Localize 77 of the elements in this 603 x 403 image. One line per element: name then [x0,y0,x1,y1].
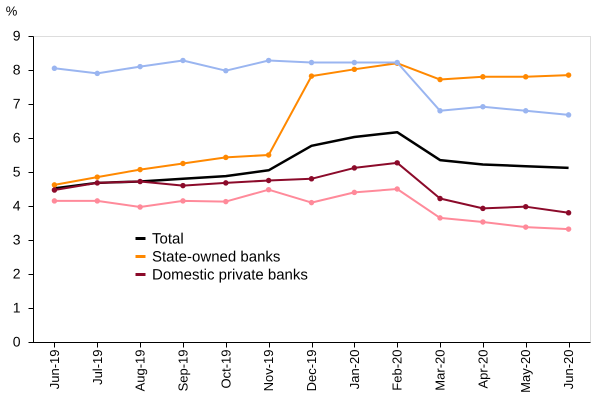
point [566,210,572,216]
point [52,66,58,72]
point [266,58,272,64]
point [137,64,143,70]
point [266,186,272,192]
point [137,204,143,210]
point [52,187,58,193]
point [223,180,229,186]
point [437,108,443,114]
x-tick-label: Oct-19 [218,350,234,389]
point [94,180,100,186]
point [52,198,58,204]
point [308,60,314,66]
point [480,104,486,110]
point [522,224,528,230]
point [308,73,314,79]
point [308,200,314,206]
legend-label: Domestic private banks [152,266,308,284]
y-tick-label: 2 [12,266,21,282]
point [223,68,229,74]
point [522,204,528,210]
x-tick-label: Jun-20 [561,350,576,390]
point [266,152,272,158]
point [223,154,229,160]
x-tick-label: Aug-19 [132,350,148,392]
point [522,108,528,114]
legend-label: Total [152,230,184,248]
y-tick-label: 4 [12,198,21,214]
point [180,58,186,64]
point [94,70,100,76]
point [352,66,358,72]
point [394,160,400,166]
y-tick-label: 0 [12,334,21,350]
point [180,160,186,166]
point [94,198,100,204]
point [480,74,486,80]
point [308,176,314,182]
point [394,186,400,192]
point [352,60,358,66]
point [180,198,186,204]
y-tick-label: 9 [12,28,21,44]
point [94,174,100,180]
x-tick-label: Feb-20 [390,350,405,391]
x-tick-label: Mar-20 [432,350,448,391]
y-tick-label: 7 [12,96,21,112]
y-axis-title: % [6,4,18,18]
y-tick-label: 6 [12,130,21,146]
y-tick-label: 3 [12,232,21,248]
y-tick-label: 5 [12,164,21,180]
x-tick-label: Jan-20 [346,350,362,390]
point [480,206,486,212]
point [180,182,186,188]
point [437,215,443,221]
point [352,190,358,196]
x-tick-label: Jun-19 [46,350,62,390]
point [522,74,528,80]
x-tick-label: Sep-19 [175,350,190,392]
x-tick-label: Jul-19 [90,350,105,385]
legend-label: State-owned banks [152,248,280,266]
point [137,178,143,184]
point [566,226,572,232]
point [566,112,572,118]
point [266,178,272,184]
x-tick-label: May-20 [518,350,534,393]
point [480,219,486,225]
point [352,165,358,171]
x-tick-label: Apr-20 [475,350,490,389]
point [52,182,58,188]
point [566,72,572,78]
point [437,76,443,82]
y-tick-label: 8 [12,62,21,78]
point [437,196,443,202]
x-tick-label: Nov-19 [261,350,276,392]
point [137,166,143,172]
y-tick-label: 1 [12,300,21,316]
x-tick-label: Dec-19 [304,350,319,392]
point [223,198,229,204]
